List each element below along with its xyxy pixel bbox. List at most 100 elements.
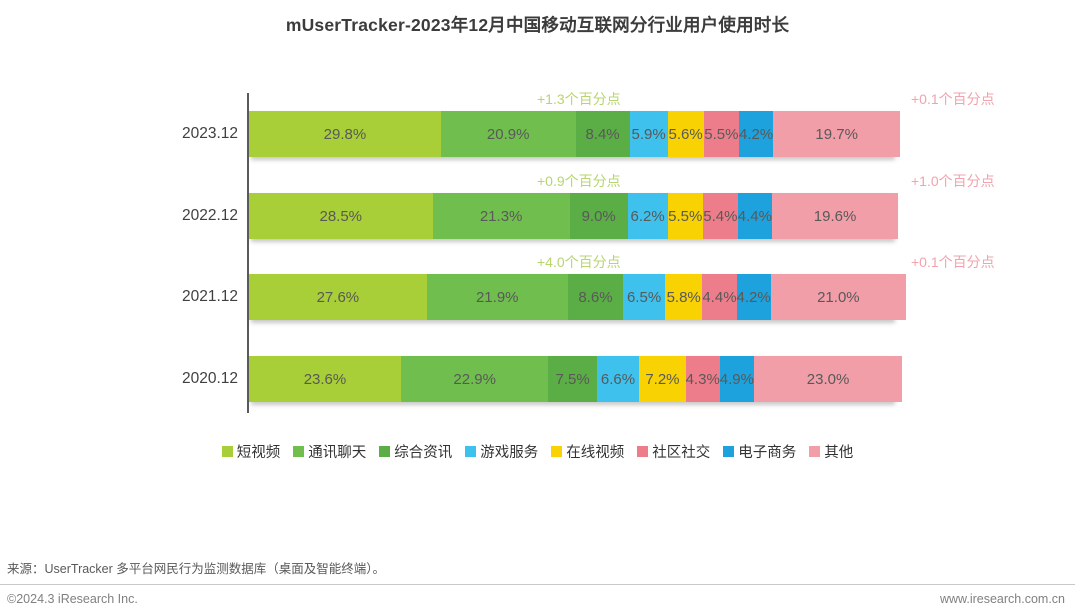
segment-value-label: 4.2% <box>736 288 771 306</box>
row-label: 2023.12 <box>181 125 238 142</box>
segment-value-label: 19.6% <box>813 207 857 225</box>
annotation-pink: +1.0个百分点 <box>911 173 995 189</box>
legend-label: 游戏服务 <box>480 445 539 461</box>
segment-value-label: 27.6% <box>316 288 360 306</box>
bar-segment: 7.2% <box>639 356 686 402</box>
legend-label: 综合资讯 <box>394 445 453 461</box>
segment-value-label: 6.5% <box>626 288 662 306</box>
bar-segment: 4.2% <box>736 274 771 320</box>
segment-value-label: 7.2% <box>645 370 680 388</box>
segment-value-label: 22.9% <box>453 370 496 388</box>
stacked-bar: +4.0个百分点 +0.1个百分点 27.6% 21.9% 8.6% 6.5% 5.8% 4.… <box>249 254 995 320</box>
segment-value-label: 4.3% <box>685 370 720 388</box>
segment-value-label: 29.8% <box>323 125 367 143</box>
legend-item: 通讯聊天 <box>293 441 366 462</box>
row-label: 2020.12 <box>181 370 238 387</box>
segment-value-label: 7.5% <box>555 370 590 388</box>
bar-segment: 4.9% <box>719 356 754 402</box>
legend-swatch <box>551 446 563 457</box>
legend-swatch <box>637 446 649 457</box>
segment-value-label: 20.9% <box>486 125 530 143</box>
row-label: 2021.12 <box>181 288 238 305</box>
stacked-bar: 23.6% 22.9% 7.5% 6.6% 7.2% 4.3% 4.9% 23.0% <box>249 356 903 402</box>
legend-label: 社区社交 <box>652 445 711 461</box>
segment-value-label: 23.0% <box>806 370 850 388</box>
bar-segment: 23.0% <box>754 356 903 402</box>
segment-value-label: 21.0% <box>817 288 860 306</box>
row-label: 2022.12 <box>181 207 238 224</box>
bar-segment: 19.7% <box>773 111 901 157</box>
legend-label: 电子商务 <box>738 445 797 461</box>
bar-segment: 8.4% <box>575 111 630 157</box>
segment-value-label: 5.5% <box>668 207 703 225</box>
bar-segment: 28.5% <box>249 193 433 239</box>
segment-value-label: 5.9% <box>631 125 666 143</box>
segment-value-label: 6.2% <box>630 207 665 225</box>
legend-item: 社区社交 <box>637 441 710 462</box>
stacked-bar: +1.3个百分点 +0.1个百分点 29.8% 20.9% 8.4% 5.9% 5.6% 5.… <box>249 91 995 157</box>
segment-value-label: 5.4% <box>703 207 738 225</box>
segment-value-label: 4.4% <box>737 207 772 225</box>
annotation-green: +4.0个百分点 <box>537 254 621 270</box>
footer-copyright: ©2024.3 iResearch Inc. <box>7 592 138 606</box>
bar-segment: 21.0% <box>770 274 906 320</box>
bar-segment: 20.9% <box>440 111 576 157</box>
bar-segment: 4.4% <box>702 274 737 320</box>
bar-segment: 19.6% <box>771 193 899 239</box>
bar-segment: 6.2% <box>627 193 668 239</box>
bar-segment: 22.9% <box>400 356 549 402</box>
segment-value-label: 5.8% <box>666 288 701 306</box>
segment-value-label: 4.9% <box>719 370 754 388</box>
segment-value-label: 8.4% <box>585 125 620 143</box>
bar-segment: 21.9% <box>426 274 568 320</box>
segment-value-label: 21.9% <box>475 288 519 306</box>
segment-value-label: 9.0% <box>581 207 616 225</box>
bar-segment: 5.8% <box>665 274 703 320</box>
bar-segment: 29.8% <box>249 111 441 157</box>
legend-swatch <box>809 446 821 457</box>
segment-value-label: 5.6% <box>668 125 703 143</box>
bar-segment: 5.5% <box>667 193 703 239</box>
bar-segment: 6.5% <box>623 274 665 320</box>
page-title: mUserTracker-2023年12月中国移动互联网分行业用户使用时长 <box>285 15 790 35</box>
bar-row: 2023.12 +1.3个百分点 +0.1个百分点 29.8% 20.9% 8.4% 5.9… <box>0 91 1075 157</box>
bar-segment: 5.9% <box>629 111 668 157</box>
legend: 短视频 通讯聊天 综合资讯 游戏服务 在线视频 社区社交 电子商务 其他 <box>0 441 1075 462</box>
footer-website: www.iresearch.com.cn <box>939 592 1065 606</box>
footer-divider <box>0 584 1075 585</box>
legend-swatch <box>723 446 735 457</box>
segment-value-label: 5.5% <box>704 125 739 143</box>
bar-segment: 23.6% <box>249 356 401 402</box>
legend-label: 在线视频 <box>566 445 625 461</box>
legend-item: 电子商务 <box>723 441 796 462</box>
legend-item: 其他 <box>809 441 853 462</box>
segment-value-label: 19.7% <box>815 125 858 143</box>
bar-segment: 9.0% <box>569 193 628 239</box>
legend-label: 其他 <box>824 445 854 461</box>
segment-value-label: 21.3% <box>479 207 523 225</box>
bar-segment: 7.5% <box>548 356 597 402</box>
legend-swatch <box>221 446 233 457</box>
bar-segment: 27.6% <box>249 274 427 320</box>
segment-value-label: 4.4% <box>702 288 737 306</box>
annotation-pink: +0.1个百分点 <box>911 91 995 107</box>
legend-item: 综合资讯 <box>379 441 452 462</box>
bar-segment: 5.4% <box>702 193 738 239</box>
annotation-green: +1.3个百分点 <box>537 91 621 107</box>
legend-label: 通讯聊天 <box>308 445 367 461</box>
bar-segment: 4.3% <box>685 356 720 402</box>
segment-value-label: 4.2% <box>739 125 774 143</box>
legend-swatch <box>465 446 477 457</box>
annotation-pink: +0.1个百分点 <box>911 254 995 270</box>
legend-label: 短视频 <box>236 445 281 461</box>
bar-row: 2020.12 23.6% 22.9% 7.5% 6.6% 7.2% 4.3% 4.9% 23.… <box>0 356 1075 402</box>
bar-row: 2021.12 +4.0个百分点 +0.1个百分点 27.6% 21.9% 8.6% 6.5… <box>0 254 1075 320</box>
bar-segment: 5.5% <box>703 111 740 157</box>
bar-segment: 5.6% <box>667 111 704 157</box>
footer-source: 来源：UserTracker 多平台网民行为监测数据库（桌面及智能终端）。 <box>7 562 386 576</box>
segment-value-label: 6.6% <box>600 370 636 388</box>
bar-row: 2022.12 +0.9个百分点 +1.0个百分点 28.5% 21.3% 9.0% 6.2… <box>0 173 1075 239</box>
bar-segment: 4.4% <box>737 193 772 239</box>
